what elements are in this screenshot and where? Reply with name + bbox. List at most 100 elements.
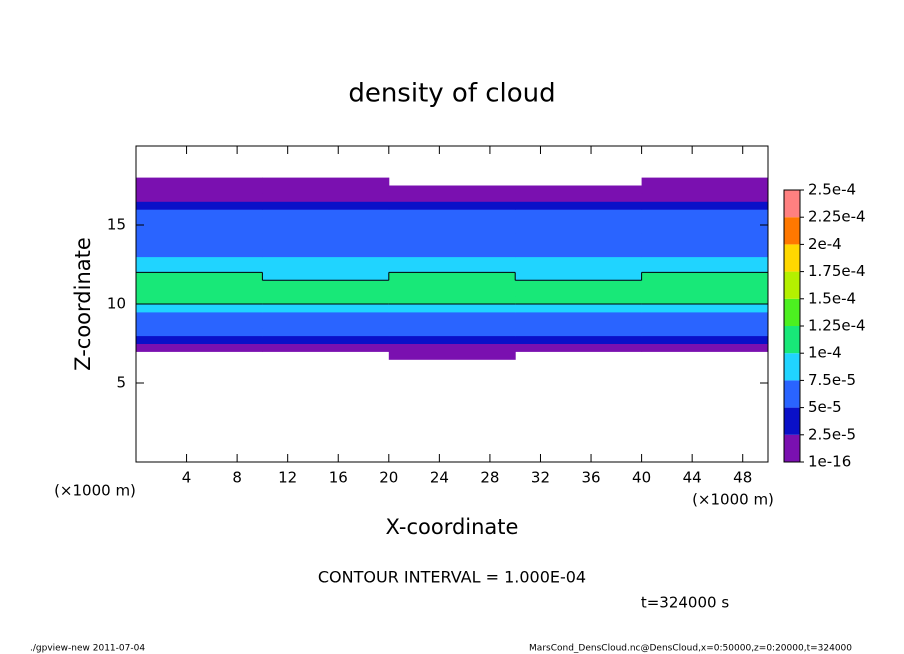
x-tick-label: 44 [683,469,702,487]
field-cell [388,248,516,258]
field-cell [388,304,516,313]
field-cell [641,319,769,329]
field-cell [136,256,263,265]
overlay: 4 8 12 16 20 24 28 32 36 40 44 48510151e-162.5e-55e… [107,145,866,487]
field-cell [262,327,390,337]
field-cell [641,201,769,210]
field-cell [515,209,643,218]
field-cell [515,311,643,321]
field-cell [262,256,390,265]
colorbar-swatch [784,407,800,435]
field-cell [136,209,263,218]
field-cell [515,335,643,344]
x-unit-right: (×1000 m) [692,491,774,509]
field-cell [388,225,516,234]
colorbar-label: 2.25e-4 [808,208,866,226]
field-cell [641,177,769,186]
field-cell [262,201,390,210]
field-cell [262,296,390,305]
field-cell [641,311,769,321]
field-cell [388,217,516,226]
field-cell [136,296,263,305]
field-cell [641,185,769,194]
time-note: t=324000 s [641,594,729,612]
field-cell [641,280,769,289]
field-cell [515,248,643,258]
colorbar-label: 2e-4 [808,235,842,253]
field-cell [515,240,643,250]
field-cell [262,272,390,281]
field-cell [515,296,643,305]
colorbar-label: 1e-4 [808,344,842,362]
field-cell [388,193,516,202]
field-cell [262,209,390,218]
field-cell [136,177,263,186]
colorbar-swatch [784,217,800,245]
field-cell [641,304,769,313]
field-cell [136,311,263,321]
field-cell [136,280,263,289]
field-cell [641,193,769,202]
field-cell [136,217,263,226]
field-cell [136,288,263,297]
contour-note: CONTOUR INTERVAL = 1.000E-04 [318,568,586,587]
field-cell [641,327,769,337]
chart-title: density of cloud [348,79,555,109]
footer-right: MarsCond_DensCloud.nc@DensCloud,x=0:5000… [529,644,852,654]
field-cell [388,343,516,352]
colorbar-swatch [784,244,800,272]
field-cell [388,319,516,329]
field-cell [641,335,769,344]
footer-left: ./gpview-new 2011-07-04 [30,644,145,654]
field-cell [388,280,516,289]
field-cell [641,248,769,258]
field-cell [388,335,516,344]
field-cell [136,201,263,210]
field-cell [388,296,516,305]
x-tick-label: 40 [632,469,651,487]
field-cell [515,280,643,289]
field-cell [515,217,643,226]
field-cell [641,240,769,250]
field-cell [515,201,643,210]
field-cell [136,248,263,258]
field-cell [515,193,643,202]
y-axis-label: Z-coordinate [71,237,95,371]
x-tick-label: 4 [182,469,192,487]
field-cell [136,225,263,234]
x-tick-label: 28 [480,469,499,487]
field-cell [641,232,769,242]
colorbar-swatch [784,434,800,462]
field-cell [515,264,643,273]
field-cell [641,288,769,297]
field-cell [262,248,390,258]
colorbar-label: 5e-5 [808,398,842,416]
field-cell [262,343,390,352]
field-cell [388,351,516,360]
field-cell [388,272,516,281]
field-cell [262,304,390,313]
field-cell [515,232,643,242]
colorbar-label: 1.75e-4 [808,262,866,280]
field-cell [515,288,643,297]
field-cell [136,335,263,344]
colorbar-label: 1e-16 [808,453,851,471]
x-tick-label: 12 [278,469,297,487]
field-cell [262,193,390,202]
colorbar-label: 2.5e-4 [808,181,856,199]
field-cell [262,185,390,194]
field [136,177,769,360]
field-cell [136,327,263,337]
field-cell [136,272,263,281]
colorbar-label: 2.5e-5 [808,425,856,443]
colorbar-label: 1.5e-4 [808,289,856,307]
colorbar-swatch [784,190,800,218]
field-cell [262,280,390,289]
colorbar-swatch [784,271,800,299]
field-cell [262,232,390,242]
field-cell [515,304,643,313]
field-cell [136,319,263,329]
field-cell [388,185,516,194]
field-cell [136,264,263,273]
colorbar-swatch [784,298,800,326]
